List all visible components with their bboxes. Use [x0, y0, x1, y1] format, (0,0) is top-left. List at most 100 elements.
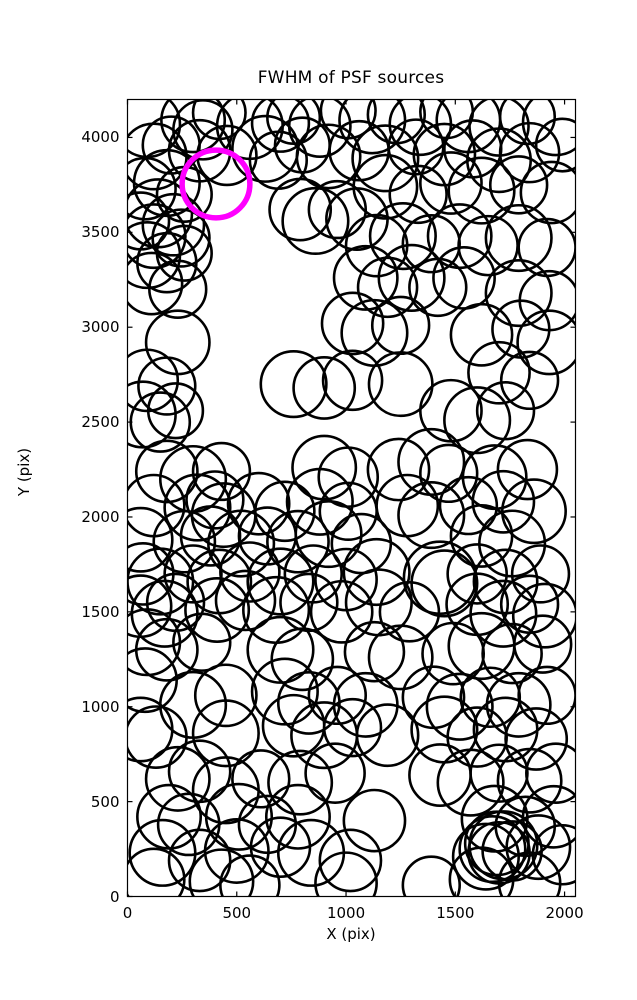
psf-source-marker [270, 627, 335, 692]
psf-source-marker [449, 302, 514, 367]
y-tick-label: 4000 [81, 128, 120, 147]
psf-source-marker [295, 123, 362, 190]
psf-source-marker [519, 160, 576, 225]
psf-source-marker [521, 99, 576, 157]
psf-source-marker [127, 608, 182, 677]
psf-source-marker [318, 828, 383, 893]
psf-source-marker [513, 614, 573, 674]
psf-source-marker [499, 574, 560, 634]
psf-source-marker [160, 99, 227, 154]
x-tick-label: 0 [122, 903, 133, 922]
psf-source-marker [314, 851, 378, 897]
psf-source-marker [419, 151, 483, 215]
psf-source-marker [191, 441, 252, 502]
psf-source-marker [496, 747, 563, 814]
axis-ticks [126, 99, 576, 898]
psf-source-marker [517, 665, 576, 726]
psf-source-marker [292, 356, 357, 420]
psf-source-marker [172, 612, 232, 672]
psf-source-marker [137, 356, 197, 416]
y-tick-label: 3500 [81, 223, 120, 242]
psf-source-marker [188, 848, 255, 897]
psf-source-marker [355, 703, 420, 768]
psf-source-marker [127, 506, 174, 573]
psf-source-marker [219, 541, 281, 603]
psf-source-marker [338, 99, 407, 155]
psf-source-marker [368, 202, 437, 271]
psf-source-marker [325, 187, 389, 251]
psf-source-marker [388, 164, 448, 225]
psf-source-marker [146, 382, 205, 440]
y-tick-label: 0 [109, 887, 120, 906]
psf-source-marker [127, 847, 186, 897]
psf-source-marker [408, 257, 468, 318]
psf-source-marker [250, 99, 311, 153]
psf-source-marker [307, 179, 368, 240]
psf-source-marker [332, 244, 399, 311]
psf-source-marker [148, 259, 208, 319]
psf-source-marker [191, 699, 260, 768]
psf-source-marker [319, 99, 377, 140]
x-tick-label: 1000 [326, 903, 366, 922]
psf-source-marker [267, 749, 334, 816]
psf-source-marker [484, 258, 553, 328]
psf-source-circles [127, 99, 576, 897]
x-tick-label: 500 [222, 903, 252, 922]
psf-source-marker [144, 309, 211, 376]
psf-source-marker [448, 846, 515, 897]
psf-source-marker [516, 309, 576, 376]
psf-source-marker [128, 818, 197, 887]
psf-source-marker [505, 814, 572, 881]
psf-source-marker [279, 572, 339, 633]
psf-source-marker [127, 647, 178, 714]
psf-source-marker [259, 350, 328, 419]
psf-source-marker [309, 579, 374, 644]
psf-source-marker [449, 504, 514, 568]
psf-source-marker [446, 543, 508, 605]
psf-source-marker [467, 340, 531, 405]
psf-source-marker [307, 665, 368, 726]
psf-source-marker [304, 742, 366, 804]
psf-source-marker [351, 124, 420, 193]
psf-source-marker [497, 851, 562, 897]
psf-source-marker [342, 537, 411, 607]
psf-source-marker [231, 114, 300, 183]
psf-source-marker [510, 544, 571, 604]
chart-title: FWHM of PSF sources [257, 68, 445, 88]
psf-source-marker [214, 569, 277, 632]
psf-source-marker [264, 783, 331, 850]
psf-source-marker [451, 822, 520, 891]
psf-source-marker [342, 788, 407, 853]
y-tick-label: 2000 [81, 507, 120, 526]
x-tick-label: 2000 [545, 903, 584, 922]
psf-source-marker [525, 742, 576, 804]
psf-source-marker [226, 471, 291, 536]
psf-source-marker [127, 696, 174, 763]
psf-source-marker [419, 378, 483, 443]
psf-source-marker [266, 509, 330, 574]
psf-source-marker [318, 481, 378, 541]
psf-source-marker [488, 155, 549, 215]
psf-source-marker [447, 156, 516, 225]
psf-source-marker [152, 509, 217, 574]
psf-source-marker [425, 672, 494, 741]
psf-source-marker [321, 349, 384, 412]
psf-source-marker [127, 251, 184, 316]
psf-source-marker [127, 203, 187, 270]
psf-source-marker [356, 256, 419, 319]
psf-source-marker [344, 213, 409, 278]
psf-source-marker [402, 540, 478, 616]
psf-source-marker [219, 854, 281, 897]
psf-source-marker [471, 469, 536, 534]
psf-source-marker [134, 439, 199, 504]
psf-source-marker [534, 117, 576, 173]
psf-source-marker [481, 622, 543, 685]
psf-source-marker [203, 817, 270, 884]
psf-source-marker [438, 475, 499, 536]
psf-source-marker [410, 695, 479, 764]
psf-source-marker [397, 480, 466, 550]
psf-source-marker [127, 705, 188, 769]
psf-source-marker [377, 243, 446, 312]
psf-source-marker [484, 203, 553, 273]
